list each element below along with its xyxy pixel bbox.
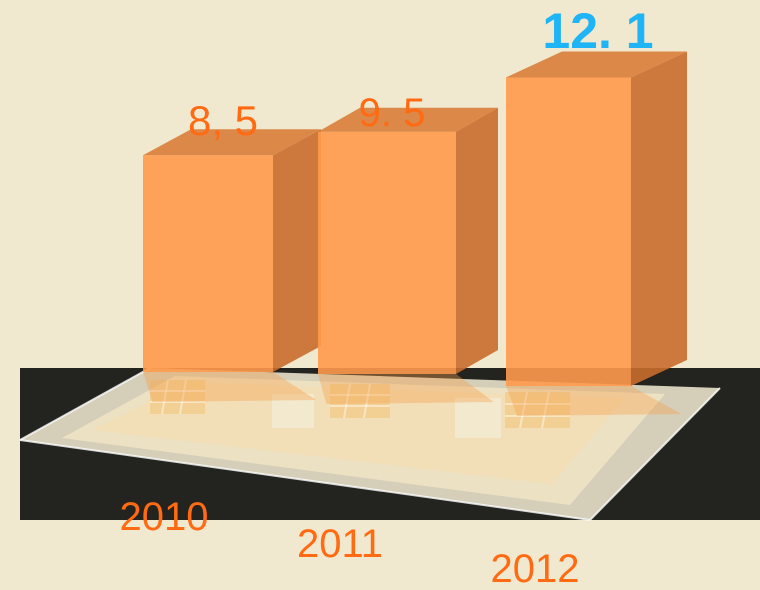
category-label-2010: 2010 — [120, 495, 209, 539]
bar-base-2010 — [143, 372, 317, 402]
floor-grid-2010 — [150, 379, 205, 415]
floor-grid-line — [179, 379, 187, 415]
bar-2010 — [143, 129, 321, 402]
floor-decoration — [19, 367, 760, 521]
floor-grid-cell — [150, 380, 205, 414]
floor-edge-top — [19, 367, 151, 441]
floor-edge-bottom — [19, 439, 591, 521]
value-label-2010: 8, 5 — [188, 97, 258, 144]
value-label-2012: 12. 1 — [542, 3, 653, 59]
bar-top-2012 — [506, 51, 687, 78]
floor-grid-line — [161, 379, 169, 415]
labels-layer: 8, 5 9. 5 12. 1 2010 2011 2012 — [120, 3, 654, 590]
bar-base-2011 — [318, 374, 494, 404]
value-label-2011: 9. 5 — [359, 91, 426, 135]
floor-grid-line — [541, 391, 550, 429]
floor-platform-inner — [62, 376, 665, 505]
bar-base-2012 — [506, 386, 682, 416]
floor-slot-2 — [455, 398, 501, 438]
bar-side-2010 — [273, 129, 321, 372]
floor-grid-cell — [330, 384, 390, 418]
bar-2012 — [506, 51, 687, 416]
bars-layer — [143, 51, 687, 416]
bar-side-2012 — [631, 51, 687, 386]
floor-grid-line — [363, 383, 371, 419]
floor-grid-cell — [505, 392, 570, 428]
category-label-2011: 2011 — [297, 522, 383, 566]
bar-front-2012 — [506, 77, 631, 386]
floor-slot-1 — [272, 394, 314, 428]
floor-grid-2011 — [330, 383, 390, 419]
bar-top-2011 — [318, 107, 498, 132]
floor-edge-right — [589, 387, 721, 521]
bar-2011 — [318, 107, 498, 404]
floor-grid-line — [343, 383, 351, 419]
bar-front-2011 — [318, 131, 456, 374]
bar-front-2010 — [143, 155, 273, 372]
floor-grid-2012 — [505, 391, 570, 429]
bar-top-2010 — [143, 129, 321, 156]
floor-grid-line — [519, 391, 528, 429]
bar-side-2011 — [456, 107, 498, 374]
category-label-2012: 2012 — [491, 547, 580, 590]
